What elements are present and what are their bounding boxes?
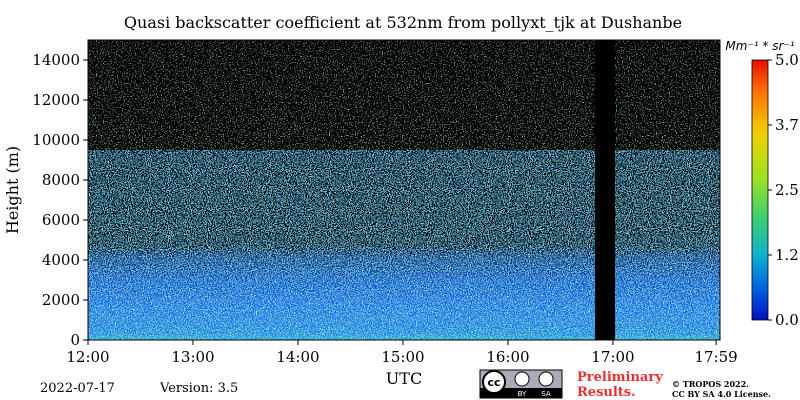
y-axis-label: Height (m): [3, 146, 22, 234]
date: 2022-07-17: [40, 381, 115, 396]
colorbar-label: Mm⁻¹ * sr⁻¹: [725, 39, 794, 53]
y-tick-label: 14000: [32, 51, 80, 69]
copyright: CC BY SA 4.0 License.: [672, 389, 771, 399]
chart-title: Quasi backscatter coefficient at 532nm f…: [124, 13, 682, 32]
y-tick-label: 10000: [32, 131, 80, 149]
heatmap: [88, 40, 720, 340]
notice-line: Preliminary: [577, 370, 663, 385]
cc-icon: [482, 370, 506, 394]
y-tick-label: 12000: [32, 91, 80, 109]
speckle: [88, 40, 720, 340]
x-tick-label: 17:00: [591, 348, 634, 366]
no-data-gap: [595, 40, 616, 340]
y-tick-label: 4000: [42, 251, 80, 269]
license-badge: cc BY SA: [479, 369, 563, 399]
x-axis-label: UTC: [386, 369, 422, 388]
x-tick-label: 16:00: [486, 348, 529, 366]
by-icon: [514, 371, 530, 387]
colorbar: [751, 59, 769, 321]
x-tick-label: 17:59: [694, 348, 737, 366]
colorbar-tick-label: 3.7: [775, 116, 799, 134]
colorbar-tick-label: 2.5: [775, 181, 799, 199]
y-tick-label: 0: [70, 331, 80, 349]
notice-line: Results.: [577, 385, 636, 400]
x-tick-label: 13:00: [171, 348, 214, 366]
sa-icon: [538, 371, 554, 387]
plot-frame: [87, 39, 721, 341]
x-tick-label: 12:00: [66, 348, 109, 366]
colorbar-tick-label: 0.0: [775, 311, 799, 329]
colorbar-tick-label: 5.0: [775, 51, 799, 69]
y-tick-label: 8000: [42, 171, 80, 189]
y-tick-label: 6000: [42, 211, 80, 229]
colorbar-tick-label: 1.2: [775, 246, 799, 264]
copyright: © TROPOS 2022.: [672, 379, 749, 389]
badge-sa: SA: [541, 390, 551, 398]
x-tick-label: 15:00: [381, 348, 424, 366]
badge-strip: [480, 388, 562, 398]
x-tick-label: 14:00: [276, 348, 319, 366]
version: Version: 3.5: [159, 381, 238, 396]
badge-by: BY: [518, 390, 527, 398]
y-tick-label: 2000: [42, 291, 80, 309]
cc-icon-text: cc: [487, 376, 500, 389]
